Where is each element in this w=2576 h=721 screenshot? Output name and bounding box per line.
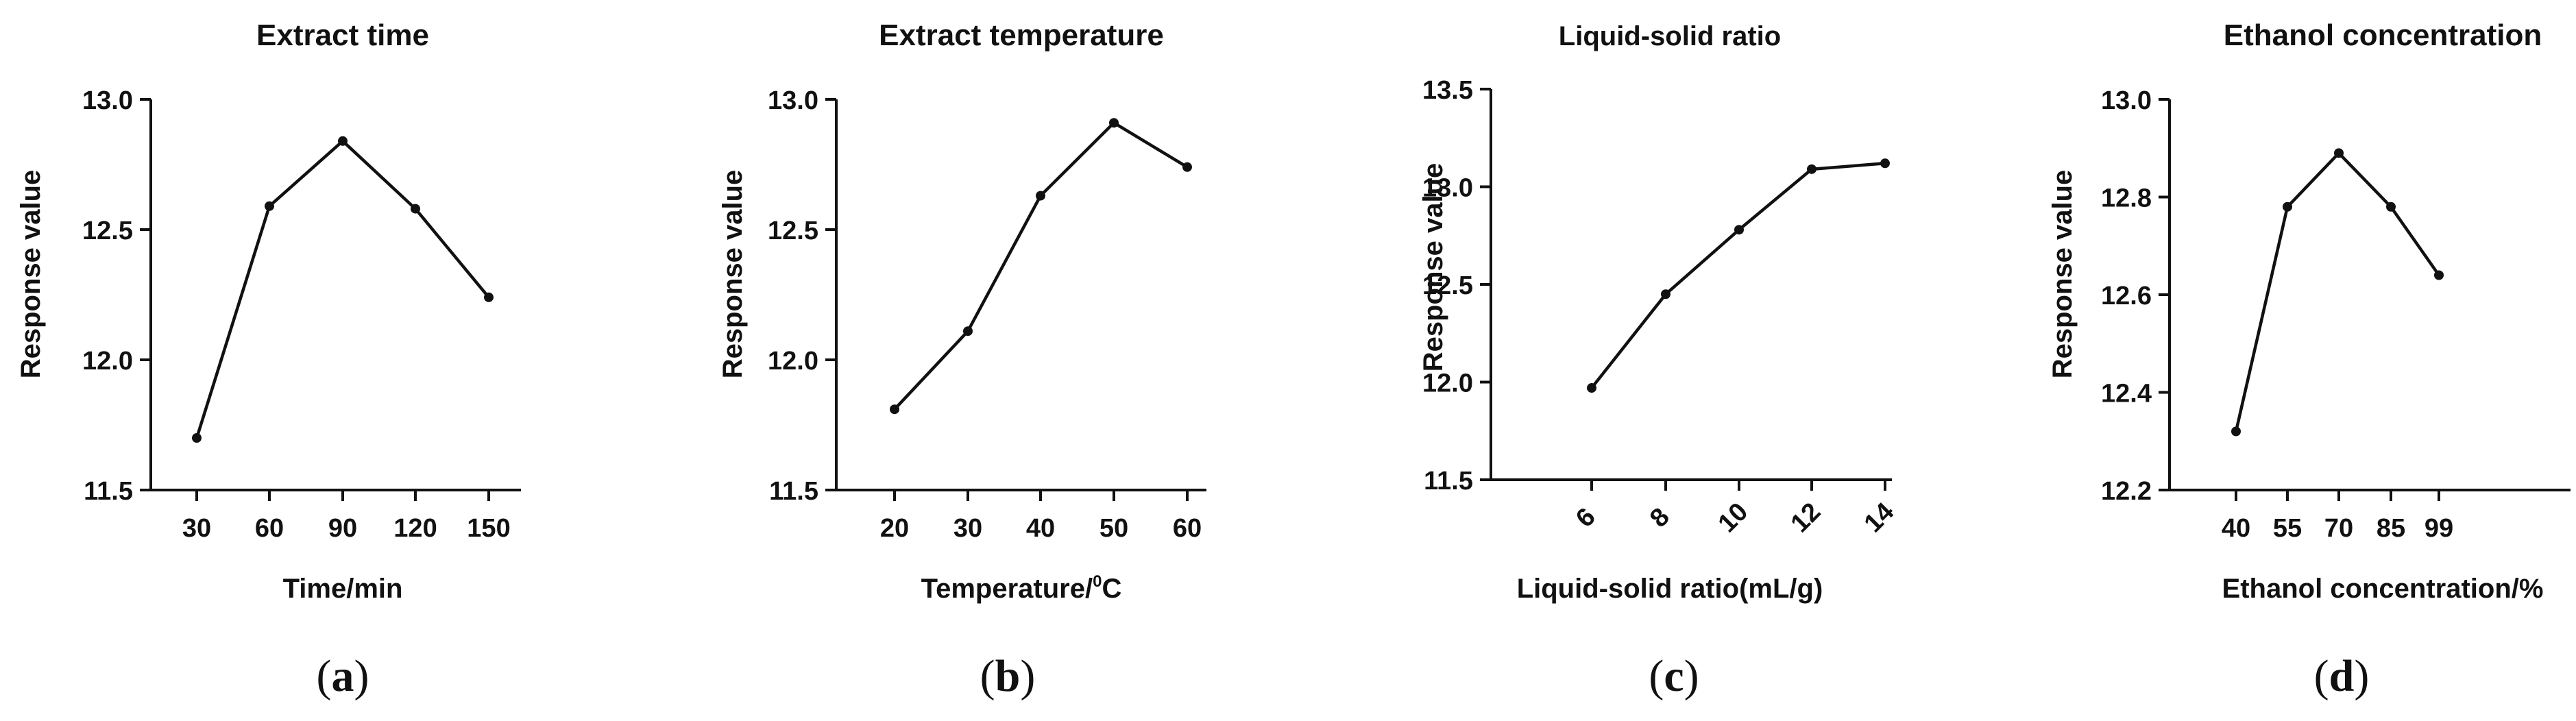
x-tick-label: 99 <box>2425 514 2453 543</box>
data-point <box>890 404 899 415</box>
series-line <box>893 121 1189 411</box>
chart-title: Liquid-solid ratio <box>1559 21 1781 51</box>
chart-title: Extract time <box>256 19 429 52</box>
x-tick-label: 40 <box>1026 514 1055 543</box>
y-tick-label: 12.6 <box>2101 282 2152 310</box>
x-tick-label: 85 <box>2377 514 2405 543</box>
y-tick-label: 13.5 <box>1422 76 1473 105</box>
chart-title: Extract temperature <box>879 19 1164 52</box>
y-tick-label: 12.5 <box>82 217 133 245</box>
x-tick-label: 70 <box>2324 514 2353 543</box>
x-tick-label: 50 <box>1099 514 1128 543</box>
y-tick-label: 12.8 <box>2101 184 2152 213</box>
series-line <box>1590 162 1886 389</box>
x-tick-label: 150 <box>467 514 510 543</box>
data-point <box>963 326 973 337</box>
panel-caption: (b) <box>980 651 1036 701</box>
x-tick-label: 40 <box>2222 514 2250 543</box>
data-point <box>2283 201 2292 212</box>
panel-caption: (a) <box>317 651 369 701</box>
x-axis-label: Liquid-solid ratio(mL/g) <box>1517 574 1823 604</box>
y-tick-label: 12.4 <box>2101 380 2152 408</box>
data-point <box>1880 158 1890 169</box>
data-point <box>2434 270 2444 280</box>
y-tick-label: 13.0 <box>2101 86 2152 115</box>
y-tick-label: 13.0 <box>1422 174 1473 203</box>
x-tick-label: 8 <box>1644 502 1675 533</box>
data-point <box>1182 162 1192 172</box>
y-tick-label: 11.5 <box>1424 467 1473 496</box>
data-point <box>1036 191 1045 201</box>
panel-a-extract-time: Extract time Response value Time/min (a)… <box>16 19 521 701</box>
data-point <box>2334 148 2344 158</box>
degree-mark: 0 <box>1093 572 1102 591</box>
y-tick-label: 13.0 <box>82 86 133 115</box>
data-point <box>411 204 420 214</box>
x-tick-label: 30 <box>953 514 982 543</box>
x-tick-label: 30 <box>182 514 211 543</box>
x-tick-label: 55 <box>2273 514 2302 543</box>
panel-caption: (c) <box>1649 651 1699 701</box>
data-point <box>484 292 494 302</box>
y-tick-label: 13.0 <box>768 86 818 115</box>
y-tick-label: 12.2 <box>2101 477 2152 506</box>
x-tick-label: 60 <box>1173 514 1202 543</box>
data-point <box>1661 289 1670 300</box>
y-axis-label: Response value <box>1418 163 1448 372</box>
x-tick-label: 10 <box>1713 498 1754 539</box>
series-line <box>2234 151 2440 432</box>
x-axis-label: Ethanol concentration/% <box>2222 574 2544 604</box>
data-point <box>1587 383 1596 393</box>
y-axis-label: Response value <box>2048 170 2078 379</box>
y-axis-label: Response value <box>16 170 46 379</box>
y-tick-label: 11.5 <box>84 477 133 506</box>
x-tick-label: 120 <box>393 514 437 543</box>
y-tick-label: 12.0 <box>1422 369 1473 398</box>
panel-caption: (d) <box>2314 651 2370 701</box>
x-tick-label: 90 <box>328 514 357 543</box>
x-axis-label: Time/min <box>283 574 403 604</box>
panel-b-extract-temperature: Extract temperature Response value Tempe… <box>718 19 1206 701</box>
data-point <box>1734 225 1744 235</box>
data-point <box>2231 426 2241 437</box>
data-point <box>338 136 348 146</box>
y-tick-label: 11.5 <box>769 477 818 506</box>
y-tick-label: 12.5 <box>1422 271 1473 300</box>
data-point <box>1807 164 1816 174</box>
y-axis-label: Response value <box>718 170 748 379</box>
y-tick-label: 12.0 <box>768 347 818 376</box>
x-tick-label: 12 <box>1786 498 1827 539</box>
x-tick-label: 6 <box>1570 502 1601 533</box>
y-tick-label: 12.0 <box>82 347 133 376</box>
panel-c-liquid-solid-ratio: Liquid-solid ratio Response value Liquid… <box>1418 21 1899 701</box>
x-tick-label: 14 <box>1859 498 1900 539</box>
x-axis-label: Temperature/0C <box>921 572 1122 604</box>
panel-d-ethanol-concentration: Ethanol concentration Response value Eth… <box>2048 19 2571 701</box>
data-point <box>1109 118 1119 128</box>
data-point <box>192 433 202 443</box>
x-tick-label: 60 <box>255 514 284 543</box>
chart-title: Ethanol concentration <box>2224 19 2542 52</box>
data-point <box>2386 201 2396 212</box>
data-point <box>265 201 274 211</box>
y-tick-label: 12.5 <box>768 217 818 245</box>
series-line <box>195 139 490 439</box>
x-tick-label: 20 <box>880 514 909 543</box>
